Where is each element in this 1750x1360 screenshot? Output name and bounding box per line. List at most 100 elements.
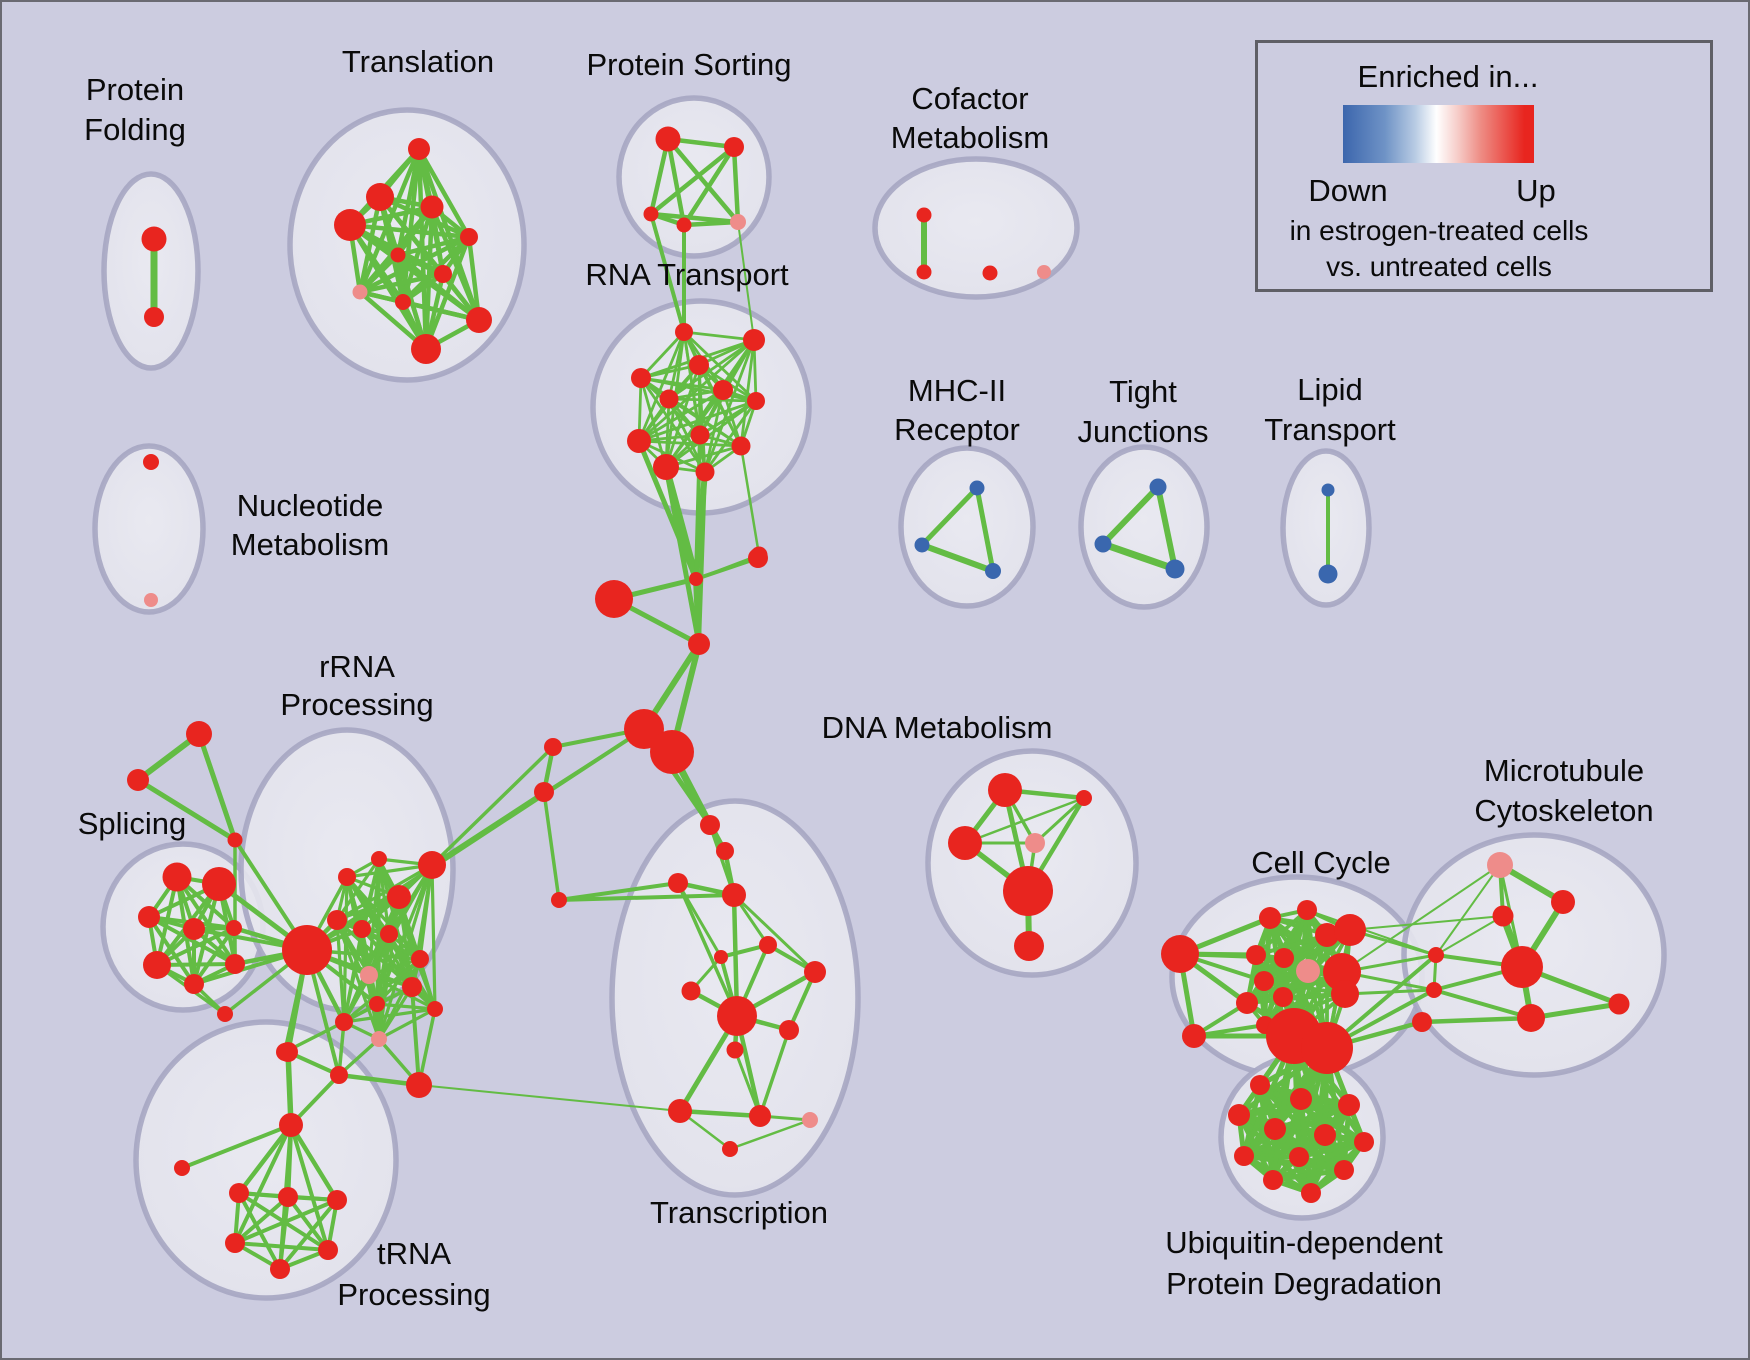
cluster-label-splicing: Splicing [78, 806, 187, 841]
cluster-label-nucleotide-metabolism: Nucleotide [237, 488, 383, 523]
network-node-nm2 [144, 593, 158, 607]
network-node-rr2 [371, 851, 387, 867]
network-node-cf1 [916, 207, 932, 223]
network-edge [335, 863, 434, 922]
network-edge [1155, 484, 1178, 572]
cluster-label-translation: Translation [342, 44, 494, 79]
network-node-dn4 [1025, 833, 1045, 853]
network-edge [663, 464, 702, 647]
network-edge [285, 1049, 294, 1128]
network-node-ub11 [1263, 1170, 1283, 1190]
network-edge [1435, 915, 1504, 956]
network-node-rr16 [330, 1066, 348, 1084]
network-edge [377, 932, 391, 1041]
network-edge [557, 893, 736, 902]
network-edge [192, 882, 221, 986]
network-node-tl4 [334, 209, 366, 241]
network-node-ps4 [676, 217, 692, 233]
network-node-dn3 [948, 826, 982, 860]
network-node-ps2 [724, 137, 744, 157]
network-node-ub8 [1234, 1146, 1254, 1166]
network-node-tr6 [327, 1190, 347, 1210]
network-node-tx9 [717, 996, 757, 1036]
network-node-tl1 [408, 138, 430, 160]
cluster-label-tight-junctions: Junctions [1078, 414, 1209, 449]
cluster-label-ubiquitin-degradation: Ubiquitin-dependent [1165, 1225, 1443, 1260]
network-edge [637, 330, 686, 443]
network-node-ub1 [1250, 1075, 1270, 1095]
network-node-mh3 [985, 563, 1001, 579]
network-node-ub4 [1228, 1104, 1250, 1126]
network-edge [648, 144, 737, 217]
network-edge [676, 881, 739, 1018]
network-node-rr12 [371, 1031, 387, 1047]
network-node-rr14 [427, 1001, 443, 1017]
network-edge [430, 745, 555, 867]
network-edge [1306, 909, 1437, 956]
legend-box: Enriched in... Down Up in estrogen-treat… [1255, 40, 1713, 292]
network-node-ub7 [1354, 1132, 1374, 1152]
network-node-nm1 [143, 454, 159, 470]
network-edge [1349, 915, 1504, 931]
network-node-pf1 [141, 226, 167, 252]
network-node-cc4 [1297, 900, 1317, 920]
network-node-mc3 [748, 548, 768, 568]
network-node-tx1 [700, 815, 720, 835]
network-node-tr5 [278, 1187, 298, 1207]
network-node-tl10 [466, 307, 492, 333]
network-edge [703, 399, 758, 474]
network-edge [919, 485, 980, 548]
network-node-tl5 [460, 228, 478, 246]
network-node-tx13 [749, 1105, 771, 1127]
network-node-ps1 [655, 126, 681, 152]
network-edge [731, 144, 741, 225]
network-edge [233, 1195, 290, 1245]
network-node-cc6 [1334, 914, 1366, 946]
network-edge [639, 330, 686, 380]
cluster-label-cofactor-metabolism: Metabolism [891, 120, 1050, 155]
network-node-mc2 [689, 572, 703, 586]
network-edge [739, 338, 756, 448]
network-node-tx7 [759, 936, 777, 954]
network-edge [1254, 908, 1309, 957]
network-node-dn5 [1003, 866, 1053, 916]
cluster-labels: Protein Folding Translation Protein Sorting… [78, 44, 1654, 1312]
network-edge [667, 397, 758, 403]
network-edge [418, 1084, 681, 1112]
network-node-cc8 [1274, 948, 1294, 968]
network-edge [739, 444, 761, 557]
network-edge [1435, 864, 1501, 956]
network-node-tx3 [668, 873, 688, 893]
network-nodes [127, 126, 1630, 1279]
network-node-sp1 [162, 862, 192, 892]
network-node-tj2 [1094, 535, 1112, 553]
cluster-label-cell-cycle: Cell Cycle [1251, 845, 1391, 880]
network-edge [682, 330, 756, 342]
network-edge [665, 136, 687, 228]
network-node-cc10 [1323, 953, 1361, 991]
network-edge [649, 212, 686, 334]
network-edge [639, 376, 758, 403]
network-node-mc9 [551, 892, 567, 908]
cluster-label-protein-sorting: Protein Sorting [586, 47, 791, 82]
network-edge [677, 1108, 763, 1119]
network-node-rt1 [675, 323, 693, 341]
network-node-sp4 [183, 918, 205, 940]
network-edge [278, 1198, 339, 1271]
network-node-ps5 [730, 214, 746, 230]
network-node-dn1 [988, 773, 1022, 807]
network-node-rr1 [338, 868, 356, 886]
cluster-label-microtubule-cytoskeleton: Microtubule [1484, 753, 1644, 788]
network-node-cc9 [1296, 959, 1320, 983]
network-node-rrH [282, 925, 332, 975]
network-node-ps3 [643, 206, 659, 222]
cluster-label-lipid-transport: Transport [1264, 412, 1396, 447]
network-edge [192, 926, 236, 986]
cluster-label-rna-transport: RNA Transport [585, 257, 789, 292]
cluster-label-tight-junctions: Tight [1109, 374, 1177, 409]
network-edge [288, 1122, 340, 1203]
network-edge [1236, 1102, 1352, 1118]
network-node-mc5 [624, 709, 664, 749]
network-node-mt6 [1608, 993, 1630, 1015]
network-edge [278, 1195, 290, 1271]
